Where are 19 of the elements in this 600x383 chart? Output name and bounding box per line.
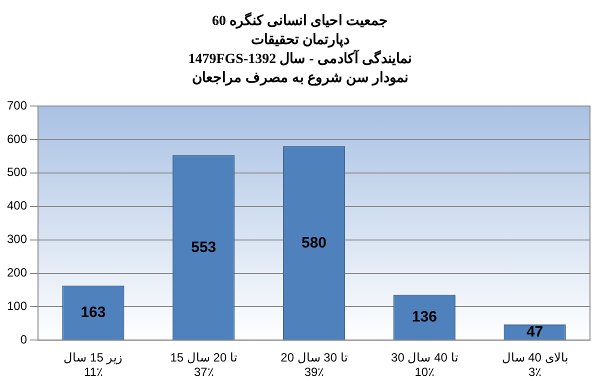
x-tick-label: 15 تا 20 سال 37٪ [170, 350, 237, 380]
data-label: 553 [191, 238, 216, 256]
x-tick-label: زیر 15 سال 11٪ [64, 350, 123, 380]
data-label: 47 [526, 323, 544, 340]
x-tick-label: بالای 40 سال 3٪ [502, 350, 568, 380]
chart-title: جمعیت احیای انسانی کنگره 60 دپارتمان تحقیقات نمایندگی آکادمی - سال 1392-1479FGS نمودار سن شروع به مصرف مراجعان [187, 12, 413, 88]
y-tick-label: 500 [6, 165, 28, 180]
y-tick-label: 100 [6, 299, 28, 314]
y-tick-label: 700 [6, 98, 28, 112]
y-tick-label: 0 [20, 332, 28, 347]
y-tick-label: 600 [6, 132, 28, 146]
x-tick-label: 20 تا 30 سال 39٪ [280, 350, 348, 380]
y-tick-label: 200 [6, 266, 28, 280]
data-label: 163 [80, 304, 106, 322]
data-label: 136 [412, 308, 437, 326]
y-tick-label: 400 [6, 198, 28, 213]
data-label: 580 [301, 234, 327, 252]
x-tick-label: 30 تا 40 سال 10٪ [391, 350, 458, 380]
y-tick-label: 300 [6, 232, 28, 246]
